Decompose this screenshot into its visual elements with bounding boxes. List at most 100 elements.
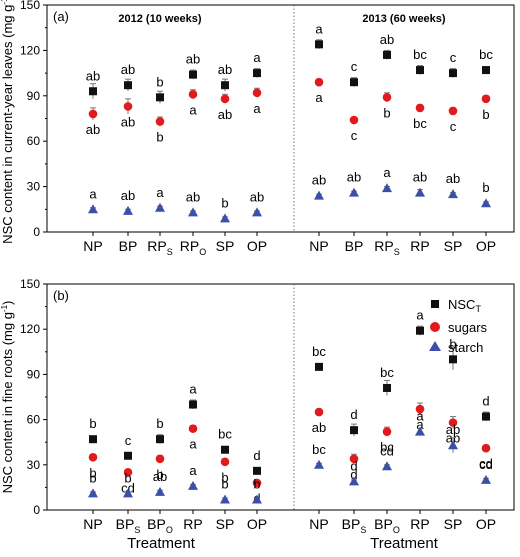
total-point <box>253 69 261 78</box>
x-tick-label-main: OP <box>247 238 267 254</box>
sugars-point <box>123 468 133 477</box>
y-tick-label: 90 <box>27 367 41 381</box>
total-significance-label: bc <box>479 47 493 62</box>
starch-point <box>481 474 491 484</box>
total-point <box>253 466 261 475</box>
x-tick-label: RP <box>410 516 429 532</box>
x-tick-label-main: NP <box>83 516 102 532</box>
sugars-point <box>314 77 324 87</box>
starch-significance-label: a <box>89 186 97 201</box>
sugars-point <box>220 457 230 467</box>
sugars-point <box>448 418 458 427</box>
total-point <box>350 78 358 87</box>
starch-significance-label: ab <box>153 469 167 484</box>
total-significance-label: c <box>125 433 132 448</box>
sugars-significance-label: a <box>315 90 323 105</box>
starch-significance-label: d <box>350 458 357 473</box>
starch-point <box>155 486 165 496</box>
starch-point <box>349 476 359 486</box>
x-tick-label-main: BP <box>116 516 135 532</box>
sugars-point <box>349 115 359 125</box>
sugars-point <box>88 452 98 462</box>
x-tick-label-main: RP <box>410 238 429 254</box>
starch-significance-label: ab <box>446 422 460 437</box>
sugars-point <box>88 109 98 119</box>
total-significance-label: d <box>253 448 260 463</box>
starch-point <box>349 187 359 197</box>
total-point <box>221 81 229 90</box>
starch-significance-label: ab <box>312 173 326 188</box>
sugars-significance-label: b <box>383 105 390 120</box>
total-significance-label: bc <box>218 427 232 442</box>
legend-starch-marker <box>429 341 441 351</box>
x-tick-label: RPS <box>147 238 172 257</box>
x-tick-label-subscript: O <box>199 247 206 257</box>
x-tick-label: NP <box>309 238 328 254</box>
y-tick-label: 60 <box>27 134 41 148</box>
total-significance-label: a <box>189 382 197 397</box>
total-significance-label: ab <box>186 52 200 67</box>
total-significance-label: b <box>449 336 456 351</box>
starch-significance-label: bc <box>312 442 326 457</box>
starch-point <box>188 207 198 217</box>
total-point <box>383 383 391 392</box>
x-tick-label: SP <box>216 238 235 254</box>
total-significance-label: d <box>350 407 357 422</box>
total-significance-label: d <box>482 394 489 409</box>
total-point <box>482 66 490 75</box>
x-tick-label: BP <box>345 238 364 254</box>
total-significance-label: b <box>89 416 96 431</box>
starch-point <box>382 183 392 193</box>
x-tick-label-main: NP <box>83 238 102 254</box>
sugars-point <box>415 103 425 113</box>
x-tick-label-main: BP <box>374 516 393 532</box>
starch-point <box>155 202 165 212</box>
starch-significance-label: a <box>156 185 164 200</box>
total-significance-label: b <box>156 416 163 431</box>
sugars-point <box>481 443 491 453</box>
sugars-significance-label: b <box>89 465 96 480</box>
y-axis-label: NSC content in current-year leaves (mg g… <box>0 0 15 244</box>
sugars-significance-label: a <box>253 101 261 116</box>
starch-point <box>448 440 458 450</box>
starch-point <box>415 426 425 436</box>
x-tick-label-main: SP <box>444 238 463 254</box>
sugars-point <box>314 407 324 417</box>
x-tick-label-main: OP <box>247 516 267 532</box>
total-significance-label: ab <box>121 62 135 77</box>
sugars-point <box>155 454 165 464</box>
sugars-significance-label: c <box>450 119 457 134</box>
starch-significance-label: b <box>221 476 228 491</box>
total-significance-label: bc <box>413 47 427 62</box>
x-axis-label-left: Treatment <box>127 535 196 552</box>
starch-point <box>252 207 262 217</box>
total-point <box>124 81 132 90</box>
sugars-significance-label: bc <box>413 116 427 131</box>
starch-significance-label: ab <box>121 188 135 203</box>
plot-frame <box>46 283 515 511</box>
group-title: 2012 (10 weeks) <box>118 13 202 25</box>
sugars-point <box>252 88 262 98</box>
sugars-point <box>188 424 198 433</box>
total-point <box>189 400 197 409</box>
x-tick-label: BPO <box>147 516 173 535</box>
total-significance-label: bc <box>312 344 326 359</box>
sugars-point <box>123 102 133 111</box>
x-tick-label: SP <box>444 516 463 532</box>
plot-frame <box>46 4 515 233</box>
starch-point <box>188 480 198 490</box>
legend-total-label: NSCT <box>448 297 481 314</box>
sugars-significance-label: b <box>482 107 489 122</box>
total-point <box>221 445 229 454</box>
x-tick-label-main: OP <box>476 238 496 254</box>
total-point <box>449 355 457 364</box>
sugars-significance-label: b <box>156 467 163 482</box>
total-point <box>315 40 323 49</box>
legend-sugars-label: sugars <box>448 320 488 335</box>
total-significance-label: c <box>450 50 457 65</box>
x-tick-label: OP <box>247 238 267 254</box>
x-tick-label: RPS <box>374 238 399 257</box>
starch-significance-label: b <box>89 470 96 485</box>
total-point <box>89 435 97 444</box>
